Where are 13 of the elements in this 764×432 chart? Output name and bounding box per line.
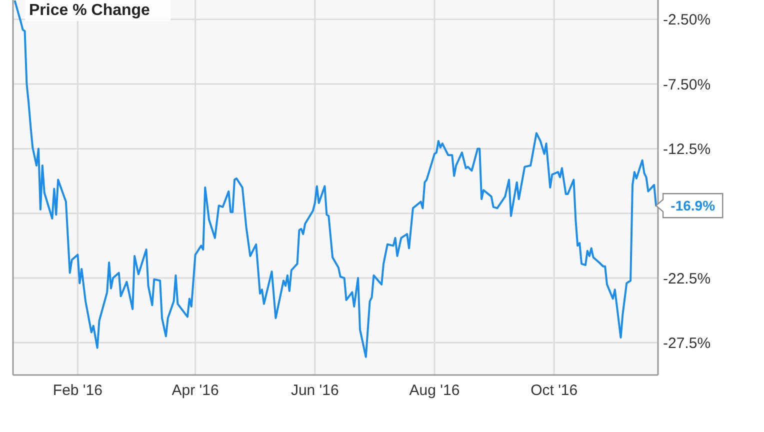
y-tick-label: -22.5% [663,270,711,288]
x-tick-label: Apr '16 [172,382,219,399]
y-tick-label: -27.5% [663,334,711,352]
x-tick-label: Feb '16 [52,382,102,399]
y-tick-label: -7.50% [663,76,711,94]
y-tick-label: -12.5% [663,140,711,158]
x-tick-label: Jun '16 [290,382,339,399]
annotation: -16.9% [670,198,716,214]
series-label: Price % Change [29,2,150,19]
y-tick-label: -2.50% [663,12,711,29]
line-series [14,0,658,358]
x-tick-label: Aug '16 [409,382,460,399]
x-tick-label: Oct '16 [530,382,578,399]
